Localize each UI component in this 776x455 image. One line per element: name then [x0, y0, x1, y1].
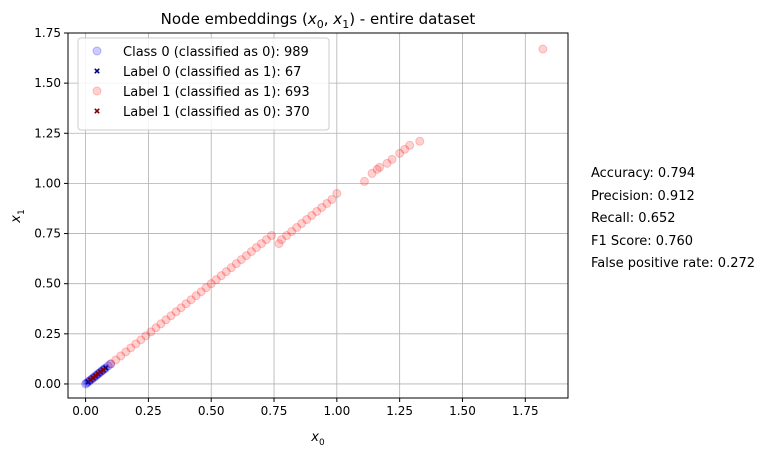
x-tick-label: 0.00 [72, 404, 99, 418]
data-point-series-2 [395, 148, 405, 158]
metric-precision: Precision: 0.912 [591, 189, 695, 204]
x-tick-label: 0.50 [198, 404, 225, 418]
data-point-series-2 [382, 158, 392, 168]
metric-accuracy: Accuracy: 0.794 [591, 166, 696, 181]
data-point-series-2 [287, 227, 297, 237]
y-tick-label: 1.50 [34, 76, 61, 90]
legend-label-2: Label 1 (classified as 1): 693 [123, 85, 310, 100]
data-point-series-2 [400, 144, 410, 154]
y-tick-label: 1.25 [34, 126, 61, 140]
data-point-series-2 [317, 202, 327, 212]
data-point-series-2 [367, 168, 377, 178]
legend-marker-1 [94, 68, 100, 74]
data-point-series-3 [100, 367, 106, 373]
data-point-series-2 [297, 219, 307, 229]
data-point-series-2 [375, 162, 385, 172]
data-point-series-2 [372, 164, 382, 174]
data-point-series-2 [216, 271, 226, 281]
data-point-series-2 [211, 275, 221, 285]
x-axis-label: x0 [310, 430, 325, 448]
data-point-series-2 [332, 188, 342, 198]
grid [68, 32, 568, 398]
y-tick-label: 0.00 [34, 377, 61, 391]
data-point-series-2 [106, 359, 116, 369]
data-point-series-2 [196, 287, 206, 297]
data-point-series-2 [246, 247, 256, 257]
y-tick-label: 0.50 [34, 277, 61, 291]
data-point-series-2 [231, 259, 241, 269]
legend-marker-3 [94, 108, 100, 114]
data-point-series-2 [387, 154, 397, 164]
y-tick-label: 1.00 [34, 176, 61, 190]
y-tick-label: 1.75 [34, 26, 61, 40]
x-tick-label: 1.50 [449, 404, 476, 418]
data-point-series-2 [261, 235, 271, 245]
data-point-series-2 [201, 283, 211, 293]
legend-label-3: Label 1 (classified as 0): 370 [123, 105, 310, 120]
data-point-series-2 [405, 140, 415, 150]
data-point-series-2 [359, 176, 369, 186]
data-point-series-2 [181, 299, 191, 309]
x-tick-label: 0.25 [135, 404, 162, 418]
data-point-series-0 [106, 359, 116, 369]
legend: Class 0 (classified as 0): 989 Label 0 (c… [77, 37, 330, 131]
legend-marker-2 [92, 86, 102, 96]
data-point-series-2 [116, 351, 126, 361]
data-point-series-2 [251, 243, 261, 253]
data-point-series-2 [282, 231, 292, 241]
y-tick-label: 0.75 [34, 227, 61, 241]
x-tick-label: 0.75 [261, 404, 288, 418]
data-point-series-2 [151, 323, 161, 333]
metric-recall: Recall: 0.652 [591, 211, 676, 226]
data-point-series-2 [161, 315, 171, 325]
data-point-series-2 [121, 347, 131, 357]
data-point-series-2 [322, 198, 332, 208]
data-point-series-2 [302, 215, 312, 225]
data-points [81, 44, 548, 389]
data-point-series-2 [141, 331, 151, 341]
data-point-series-2 [171, 307, 181, 317]
data-point-series-2 [146, 327, 156, 337]
data-point-series-2 [176, 303, 186, 313]
metric-f1-score: F1 Score: 0.760 [591, 234, 694, 249]
data-point-series-2 [206, 279, 216, 289]
legend-label-0: Class 0 (classified as 0): 989 [123, 45, 309, 60]
data-point-series-2 [292, 223, 302, 233]
data-point-series-2 [312, 206, 322, 216]
data-point-series-2 [415, 136, 425, 146]
data-point-series-2 [166, 311, 176, 321]
data-point-series-2 [241, 251, 251, 261]
data-point-series-2 [126, 343, 136, 353]
data-point-series-2 [274, 239, 284, 249]
data-point-series-2 [111, 355, 121, 365]
legend-marker-0 [92, 46, 102, 56]
data-point-series-2 [277, 235, 287, 245]
data-point-series-2 [236, 255, 246, 265]
data-point-series-2 [156, 319, 166, 329]
data-point-series-2 [538, 44, 548, 54]
plot-frame [67, 32, 569, 399]
y-tick-label: 0.25 [34, 327, 61, 341]
data-point-series-2 [221, 267, 231, 277]
y-axis-label: x1 [9, 209, 27, 223]
data-point-series-2 [226, 263, 236, 273]
axis-ticks: 0.00 0.25 0.50 0.75 1.00 1.25 1.50 1.75 0.00 0.25… [34, 26, 538, 418]
x-tick-label: 1.75 [512, 404, 539, 418]
data-point-series-2 [327, 194, 337, 204]
data-point-series-2 [136, 335, 146, 345]
data-point-series-2 [307, 211, 317, 220]
data-point-series-2 [191, 291, 201, 301]
data-point-series-2 [267, 231, 277, 241]
legend-label-1: Label 0 (classified as 1): 67 [123, 65, 301, 80]
data-point-series-2 [131, 339, 141, 349]
chart-title: Node embeddings (x0, x1) - entire datase… [161, 10, 476, 31]
x-tick-label: 1.00 [323, 404, 350, 418]
data-point-series-2 [256, 239, 266, 249]
x-tick-label: 1.25 [386, 404, 413, 418]
legend-box [77, 37, 330, 131]
data-point-series-2 [186, 295, 196, 305]
metric-false-positive-rate: False positive rate: 0.272 [591, 256, 756, 271]
